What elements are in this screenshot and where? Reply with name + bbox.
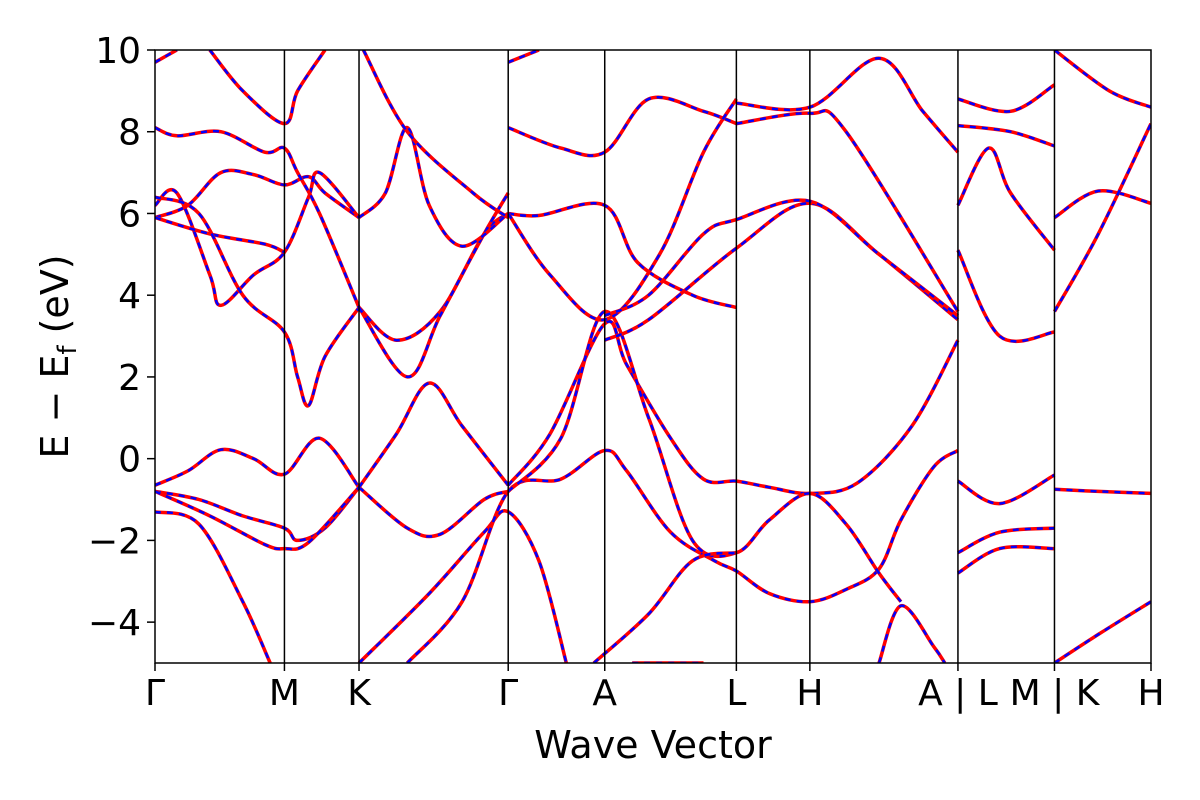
band-line-blue-39: [957, 83, 1056, 113]
band-line-blue-34: [604, 198, 959, 317]
band-line-blue-24: [208, 50, 327, 125]
band-line-blue-27: [358, 126, 509, 248]
y-tick-label: 0: [118, 440, 141, 481]
band-line-red-3: [155, 510, 272, 663]
x-axis: Γ M K Γ A L H A | L M | K H: [145, 663, 1165, 714]
band-line-blue-4: [358, 486, 509, 538]
band-line-red-37: [956, 146, 1056, 252]
x-tick-label: A | L: [918, 673, 998, 714]
band-line-blue-14: [957, 526, 1055, 554]
band-line-red-30: [507, 95, 738, 158]
band-line-red-8: [506, 319, 960, 496]
band-line-blue-17: [1053, 600, 1151, 663]
band-line-red-29: [508, 201, 737, 310]
y-axis-title: E − Ef (eV): [33, 254, 83, 458]
band-line-blue-30: [507, 96, 737, 157]
x-tick-label: A: [592, 673, 617, 714]
x-tick-label: Γ: [498, 673, 518, 714]
y-axis-title-subscript: f: [53, 345, 83, 355]
band-line-red-13: [956, 473, 1056, 506]
y-tick-label: 2: [118, 358, 141, 399]
y-tick-label: 6: [118, 194, 141, 235]
x-tick-label: M | K: [1010, 673, 1101, 714]
y-tick-label: −2: [88, 521, 141, 562]
band-line-blue-5: [357, 381, 510, 489]
plot-frame: [154, 49, 1152, 664]
band-line-blue-20: [155, 216, 285, 254]
band-line-blue-37: [956, 146, 1056, 251]
band-line-blue-42: [1053, 123, 1151, 313]
band-line-red-22: [155, 125, 361, 309]
band-line-blue-31: [507, 50, 540, 64]
x-tick-label: K: [347, 673, 372, 714]
band-line-blue-43: [1053, 50, 1151, 109]
band-line-red-39: [957, 83, 1056, 114]
band-line-blue-6: [358, 509, 568, 663]
y-tick-label: −4: [88, 603, 141, 644]
band-line-red-38: [956, 249, 1055, 343]
band-line-red-6: [357, 509, 568, 663]
band-line-blue-25: [358, 212, 510, 342]
band-line-blue-23: [155, 50, 178, 64]
band-line-red-40: [957, 123, 1056, 148]
band-line-blue-13: [957, 473, 1056, 505]
band-line-blue-35: [736, 56, 959, 154]
band-lines: [155, 50, 1151, 663]
y-tick-label: 8: [118, 113, 141, 154]
band-line-red-9: [506, 309, 903, 603]
x-tick-label: H: [796, 673, 823, 714]
band-line-blue-7: [406, 449, 959, 663]
y-tick-label: 4: [118, 276, 141, 317]
x-tick-label: Γ: [145, 673, 165, 714]
band-line-blue-0: [155, 436, 360, 489]
band-line-blue-12: [877, 604, 946, 663]
y-axis: −4 −2 0 2 4 6 8 10: [88, 31, 155, 644]
band-line-blue-3: [155, 510, 272, 663]
band-line-blue-40: [957, 124, 1055, 148]
band-line-red-5: [357, 381, 510, 489]
band-line-red-10: [592, 550, 737, 663]
y-axis-title-main: E − E: [33, 355, 77, 459]
band-line-blue-26: [357, 192, 510, 379]
band-line-blue-22: [155, 126, 361, 308]
band-line-blue-9: [507, 310, 902, 603]
band-line-red-36: [736, 108, 960, 313]
x-tick-label: H: [1137, 673, 1164, 714]
band-line-red-26: [357, 192, 510, 379]
band-line-red-15: [956, 545, 1055, 575]
band-line-red-43: [1053, 50, 1151, 109]
band-line-red-7: [405, 448, 959, 663]
band-line-blue-33: [604, 202, 959, 342]
x-axis-title: Wave Vector: [534, 723, 772, 767]
band-line-red-32: [506, 98, 738, 322]
band-line-red-19: [155, 170, 361, 308]
band-line-blue-29: [508, 202, 737, 309]
band-line-red-35: [736, 56, 960, 154]
band-line-blue-38: [956, 249, 1055, 343]
band-line-blue-15: [957, 545, 1055, 575]
x-tick-label: L: [726, 673, 746, 714]
band-line-red-42: [1052, 122, 1151, 313]
band-line-blue-41: [1053, 189, 1151, 219]
band-line-blue-28: [362, 50, 509, 219]
band-line-blue-16: [1054, 488, 1151, 495]
band-line-blue-8: [507, 320, 960, 495]
band-line-red-41: [1053, 189, 1151, 220]
band-line-red-21: [155, 195, 361, 408]
kpoint-dividers: [283, 50, 1056, 663]
band-line-blue-18: [155, 169, 360, 219]
band-line-blue-36: [736, 109, 959, 313]
band-line-blue-19: [155, 170, 360, 307]
y-axis-title-unit: (eV): [33, 254, 77, 345]
y-tick-label: 10: [95, 31, 141, 72]
x-tick-label: M: [269, 673, 300, 714]
band-line-blue-2: [155, 486, 360, 551]
